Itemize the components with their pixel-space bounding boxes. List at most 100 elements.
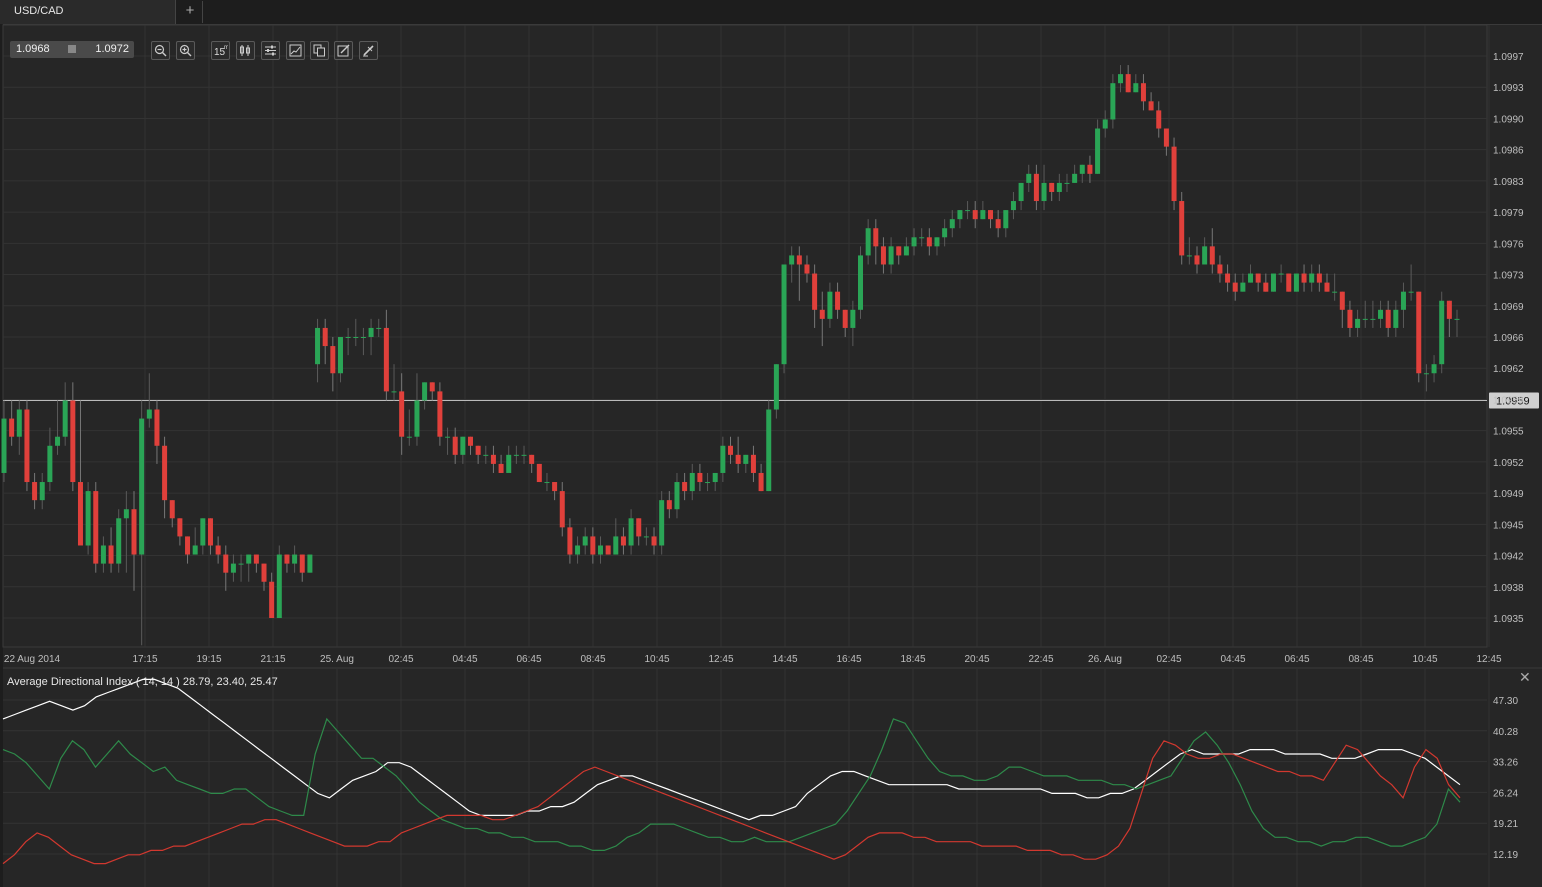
y-tick-label: 1.0976 — [1493, 239, 1524, 250]
candle — [789, 255, 795, 265]
x-tick-label: 02:45 — [1156, 654, 1181, 665]
candle — [1110, 83, 1116, 120]
zoom-in-button[interactable] — [176, 41, 195, 60]
candle — [1416, 291, 1422, 374]
x-tick-label: 04:45 — [452, 654, 477, 665]
timeframe-button[interactable]: 15 m — [211, 41, 230, 60]
candle — [1194, 255, 1200, 265]
candle — [1140, 83, 1146, 102]
x-tick-label: 22:45 — [1028, 654, 1053, 665]
candle — [597, 545, 603, 555]
x-tick-label: 20:45 — [964, 654, 989, 665]
candle — [544, 482, 550, 484]
y-tick-label: 1.0993 — [1493, 83, 1524, 94]
candle — [1225, 273, 1231, 283]
candle — [773, 364, 779, 410]
x-tick-label: 22 Aug 2014 — [4, 654, 61, 665]
candle — [1087, 164, 1093, 174]
candle — [376, 327, 382, 329]
candle — [345, 337, 351, 338]
candle — [1362, 318, 1368, 320]
close-indicator-icon[interactable]: ✕ — [1519, 669, 1531, 685]
indicators-button[interactable] — [261, 41, 280, 60]
candle — [842, 309, 848, 328]
candle — [980, 210, 986, 220]
y-tick-label: 1.0949 — [1493, 489, 1524, 500]
candle — [1324, 282, 1330, 292]
chart-type-button[interactable] — [286, 41, 305, 60]
candle — [995, 219, 1001, 229]
candle — [934, 237, 940, 247]
adx-y-tick-label: 26.24 — [1493, 788, 1518, 799]
candles-icon — [240, 45, 250, 56]
candle — [169, 500, 175, 519]
candle — [628, 518, 634, 546]
candle — [16, 409, 22, 437]
candle — [651, 536, 657, 546]
quote-box: 1.0968 1.0972 — [10, 41, 134, 58]
candle — [483, 454, 489, 456]
candle — [139, 418, 145, 555]
candle — [238, 563, 244, 565]
candle — [360, 337, 366, 338]
candle — [613, 536, 619, 555]
candle — [552, 482, 558, 492]
candle — [1033, 173, 1039, 202]
candle — [643, 536, 649, 538]
candle — [383, 327, 389, 392]
draw-button[interactable] — [359, 41, 378, 60]
candle — [284, 554, 290, 564]
candle — [965, 210, 971, 212]
candle — [1400, 291, 1406, 310]
add-tab-button[interactable]: + — [178, 1, 203, 23]
x-tick-label: 16:45 — [836, 654, 861, 665]
candle — [70, 400, 76, 483]
price-panel-frame — [2, 24, 1488, 648]
x-tick-label: 18:45 — [900, 654, 925, 665]
candle — [1347, 309, 1353, 328]
tab-usdcad[interactable]: USD/CAD — [0, 0, 176, 24]
candle — [437, 391, 443, 437]
candle — [873, 228, 879, 247]
candle — [429, 382, 435, 392]
candle — [1148, 101, 1154, 111]
candle — [735, 454, 741, 464]
copy-button[interactable] — [310, 41, 329, 60]
candle — [299, 554, 305, 573]
candle — [858, 255, 864, 310]
candle — [521, 454, 527, 456]
zoom-out-button[interactable] — [151, 41, 170, 60]
candle — [1064, 182, 1070, 184]
y-tick-label: 1.0962 — [1493, 364, 1524, 375]
candle — [1378, 309, 1384, 319]
candle — [1163, 128, 1169, 147]
y-tick-label: 1.0997 — [1493, 52, 1524, 63]
y-tick-label: 1.0966 — [1493, 333, 1524, 344]
candle — [445, 436, 451, 438]
candle — [705, 482, 711, 484]
timeframe-unit: m — [224, 45, 228, 51]
candle — [1408, 291, 1414, 293]
candle — [1133, 83, 1139, 93]
candle — [406, 436, 412, 438]
candle — [743, 454, 749, 464]
candles-button[interactable] — [236, 41, 255, 60]
candle — [330, 346, 336, 374]
candle — [269, 581, 275, 618]
candle — [337, 337, 343, 374]
candle — [1056, 182, 1062, 192]
candle — [720, 445, 726, 473]
candle — [682, 482, 688, 492]
candle — [1339, 291, 1345, 310]
candle — [1278, 273, 1284, 275]
x-tick-label: 08:45 — [580, 654, 605, 665]
candle — [575, 545, 581, 555]
edit-icon — [337, 44, 350, 57]
candle — [1454, 318, 1460, 320]
candle — [590, 536, 596, 555]
candle — [1118, 74, 1124, 84]
edit-button[interactable] — [334, 41, 353, 60]
candle — [414, 400, 420, 437]
zoom-out-icon — [154, 44, 167, 57]
